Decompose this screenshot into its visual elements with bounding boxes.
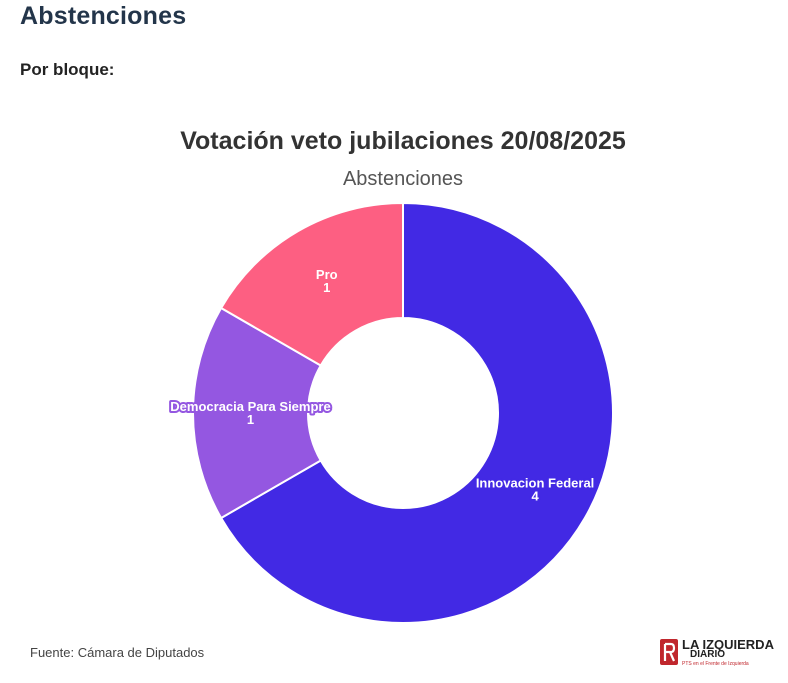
- label-innovacion-federal: Innovacion Federal: [476, 475, 594, 490]
- publisher-logo: LA IZQUIERDA DIARIO PTS en el Frente de …: [660, 637, 780, 671]
- label-democracia-para-siempre: Democracia Para Siempre: [170, 399, 330, 414]
- donut-slices: [192, 201, 614, 624]
- slice-pro: [219, 201, 404, 367]
- chart-title: Votación veto jubilaciones 20/08/2025: [180, 127, 626, 155]
- source-note: Fuente: Cámara de Diputados: [30, 645, 205, 660]
- page-heading: Abstenciones: [20, 2, 187, 30]
- logo-line-2: DIARIO: [690, 649, 725, 660]
- value-pro: 1: [323, 280, 330, 295]
- value-innovacion-federal: 4: [531, 488, 539, 503]
- slice-democracia-para-siempre: [192, 306, 323, 520]
- logo-mark-icon: [660, 639, 678, 665]
- value-democracia-para-siempre: 1: [247, 412, 254, 427]
- logo-tagline: PTS en el Frente de Izquierda: [682, 661, 749, 667]
- chart-subtitle: Abstenciones: [343, 168, 463, 190]
- logo-line-1: LA IZQUIERDA: [682, 637, 774, 652]
- slice-innovacion-federal: [219, 201, 614, 624]
- section-label: Por bloque:: [20, 60, 115, 79]
- label-pro: Pro: [316, 267, 338, 282]
